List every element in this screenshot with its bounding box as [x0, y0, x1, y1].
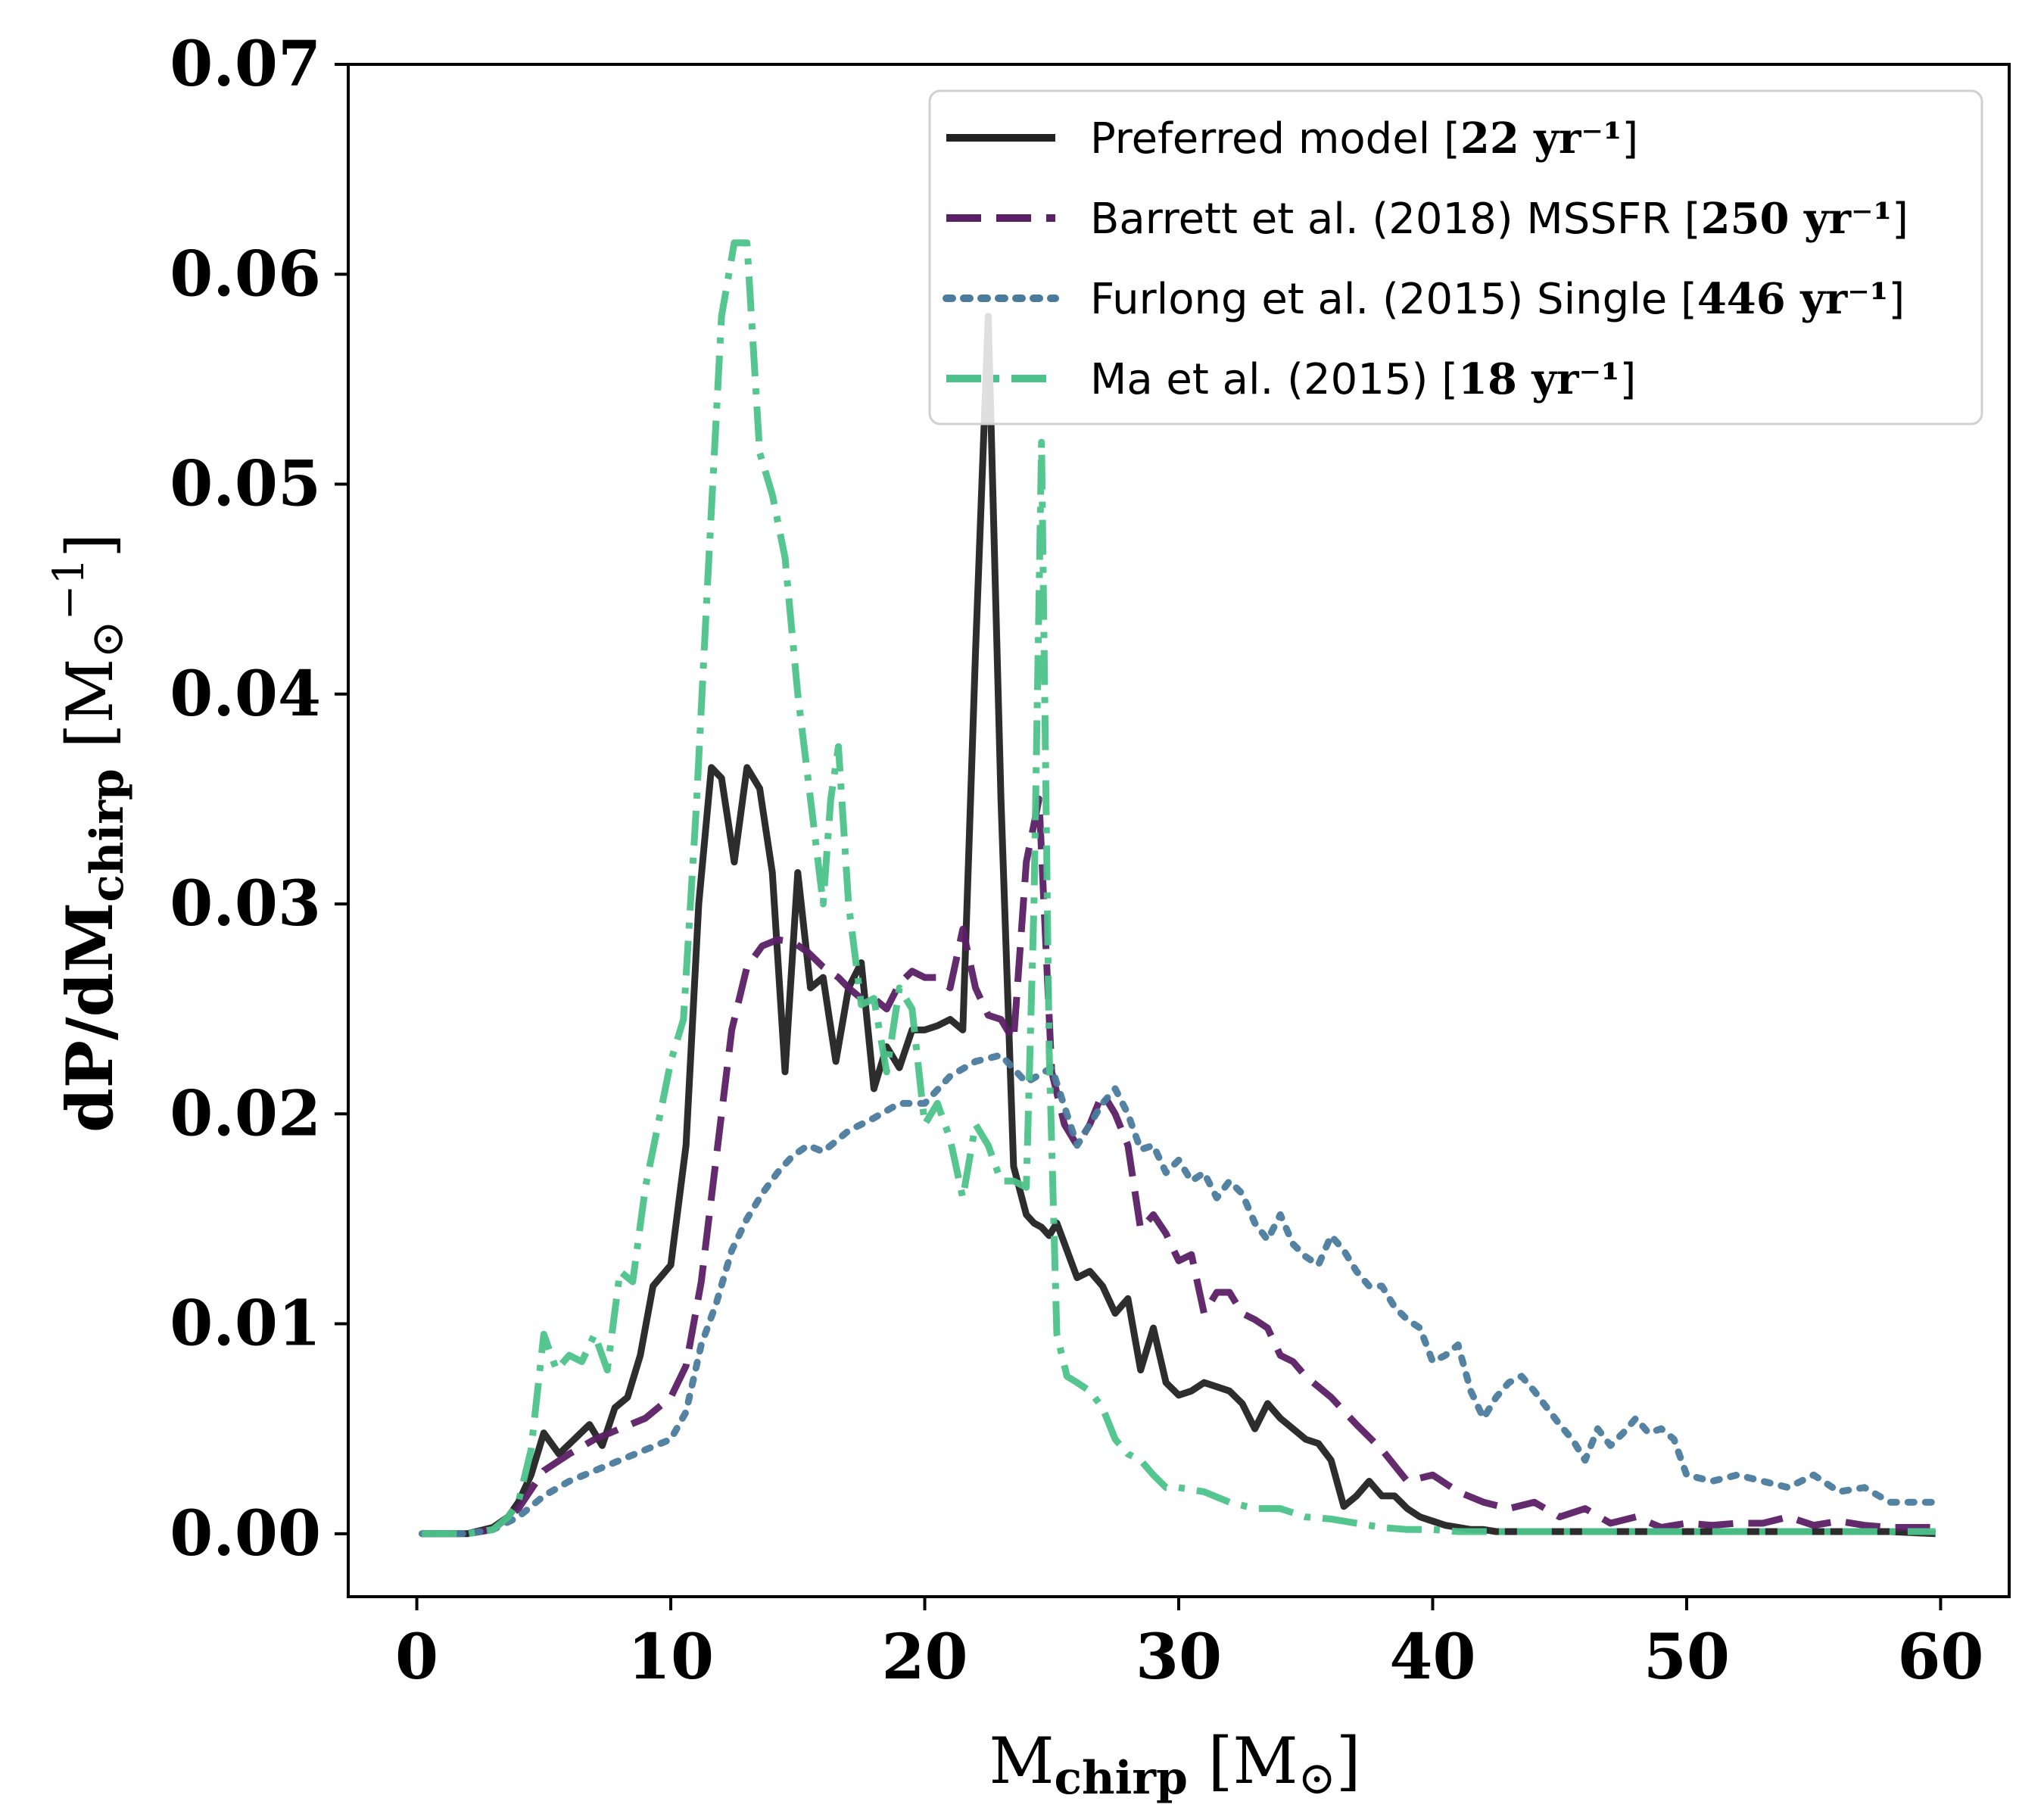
series-layer: [418, 239, 1940, 1538]
y-tick-label: 0.00: [170, 1498, 321, 1570]
x-tick-label: 30: [1136, 1621, 1222, 1694]
x-tick-label: 20: [881, 1621, 967, 1694]
y-tick-label: 0.03: [170, 868, 321, 940]
y-tick-label: 0.07: [170, 28, 321, 101]
y-tick-label: 0.04: [170, 658, 321, 731]
legend-entries: Preferred model [22 yr⁻¹] Barrett et al. …: [943, 114, 1908, 404]
legend-label-4: Ma et al. (2015) [18 yr⁻¹]: [1090, 354, 1636, 404]
x-tick-label: 10: [628, 1621, 714, 1694]
y-tick-label: 0.02: [170, 1077, 321, 1150]
legend-frame: [928, 89, 1983, 425]
x-tick-label: 40: [1389, 1621, 1475, 1694]
legend-label-1: Preferred model [22 yr⁻¹]: [1090, 114, 1638, 164]
series-line-3: [418, 1052, 1940, 1538]
legend-label-3: Furlong et al. (2015) Single [446 yr⁻¹]: [1090, 274, 1905, 324]
y-tick-label: 0.01: [170, 1288, 321, 1360]
legend-label-2: Barrett et al. (2018) MSSFR [250 yr⁻¹]: [1090, 194, 1908, 244]
x-tick-label: 0: [395, 1621, 438, 1694]
y-axis: 0.00 0.01 0.02 0.03 0.04 0.05 0.06 0.07: [170, 28, 348, 1570]
x-axis: 0 10 20 30 40 50 60: [395, 1597, 1983, 1694]
x-tick-label: 50: [1644, 1621, 1730, 1694]
y-tick-label: 0.06: [170, 238, 321, 310]
y-tick-label: 0.05: [170, 448, 321, 521]
x-tick-label: 60: [1897, 1621, 1983, 1694]
legend: Preferred model [22 yr⁻¹] Barrett et al. …: [928, 89, 1983, 425]
series-line-1: [422, 313, 1936, 1538]
series-line-4: [422, 239, 1936, 1538]
